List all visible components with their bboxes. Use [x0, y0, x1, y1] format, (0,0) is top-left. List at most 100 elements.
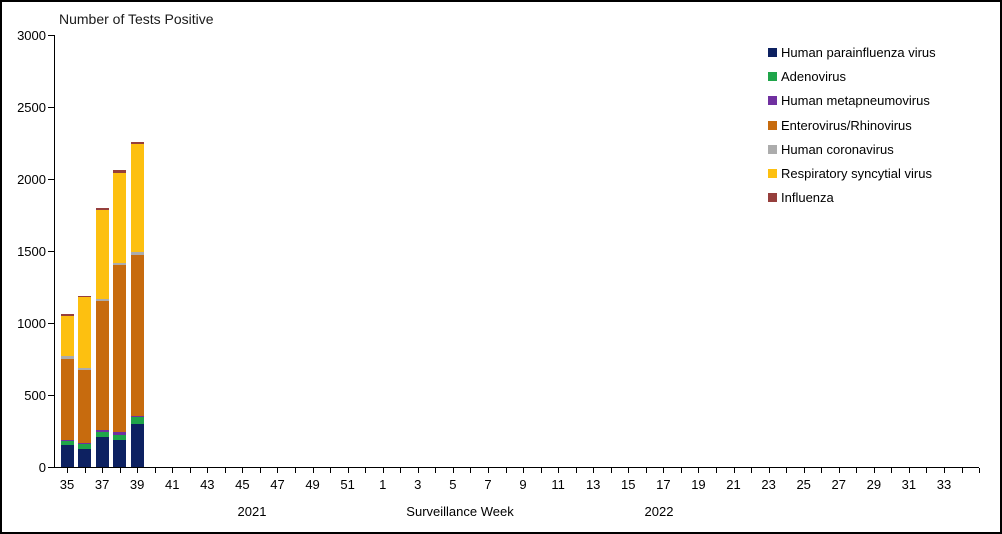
- legend-label: Influenza: [781, 190, 834, 206]
- bar-segment-influenza: [113, 170, 127, 173]
- legend-item: Enterovirus/Rhinovirus: [768, 113, 936, 137]
- x-axis-week-label: 51: [340, 477, 355, 492]
- y-axis-tick: [48, 107, 54, 108]
- x-axis-tick: [487, 468, 489, 473]
- x-axis-week-label: 45: [235, 477, 250, 492]
- bar-segment-human-metapneumovirus: [130, 415, 144, 418]
- x-axis-tick: [926, 468, 928, 473]
- x-axis-week-label: 35: [59, 477, 75, 492]
- y-axis-tick-label: 1500: [17, 244, 46, 259]
- bar-segment-human-coronavirus: [130, 252, 144, 256]
- x-axis-tick: [154, 468, 156, 473]
- x-axis-tick: [856, 468, 858, 473]
- x-axis-tick: [137, 468, 139, 473]
- bar-segment-human-coronavirus: [60, 356, 74, 359]
- bar-segment-adenovirus: [130, 417, 144, 424]
- legend-swatch-icon: [768, 96, 777, 106]
- bar-segment-respiratory-syncytial-virus: [113, 172, 127, 264]
- x-axis-tick: [891, 468, 893, 473]
- x-axis-week-label: 17: [656, 477, 671, 492]
- x-axis-tick: [645, 468, 647, 473]
- x-axis-week-label: 19: [691, 477, 706, 492]
- x-axis-tick: [786, 468, 788, 473]
- x-axis-tick: [768, 468, 770, 473]
- bar-segment-human-parainfluenza-virus: [60, 445, 74, 467]
- x-axis-tick: [505, 468, 507, 473]
- x-axis-tick: [751, 468, 753, 473]
- y-axis-tick: [48, 323, 54, 324]
- x-axis-week-label: 33: [936, 477, 952, 492]
- x-axis-tick: [979, 468, 981, 473]
- x-axis-tick: [330, 468, 332, 473]
- x-axis-tick: [470, 468, 472, 473]
- bar-segment-human-coronavirus: [113, 263, 127, 266]
- x-axis-tick: [523, 468, 525, 473]
- bar-segment-influenza: [95, 207, 109, 210]
- y-axis-tick: [48, 35, 54, 36]
- y-axis-tick: [48, 395, 54, 396]
- x-axis-week-label: 9: [519, 477, 527, 492]
- bar-segment-human-coronavirus: [78, 367, 92, 370]
- x-axis-week-label: 15: [621, 477, 636, 492]
- x-axis-tick: [821, 468, 823, 473]
- bar-segment-respiratory-syncytial-virus: [60, 315, 74, 357]
- legend-swatch-icon: [768, 47, 777, 57]
- x-axis-week-label: 7: [484, 477, 492, 492]
- legend-swatch-icon: [768, 169, 777, 179]
- legend-item: Respiratory syncytial virus: [768, 161, 936, 185]
- x-axis-tick: [435, 468, 437, 473]
- x-axis-tick: [400, 468, 402, 473]
- x-axis-tick: [944, 468, 945, 473]
- bar-segment-respiratory-syncytial-virus: [78, 297, 92, 368]
- bar-segment-adenovirus: [78, 443, 92, 449]
- bar-segment-human-parainfluenza-virus: [130, 423, 144, 467]
- y-axis-tick: [48, 467, 54, 468]
- y-axis-tick-label: 2500: [17, 100, 46, 115]
- x-axis-week-label: 5: [449, 477, 457, 492]
- legend-swatch-icon: [768, 144, 777, 154]
- y-axis-tick-label: 2000: [17, 172, 46, 187]
- x-axis-tick: [119, 468, 121, 473]
- x-axis-tick: [733, 468, 735, 473]
- x-axis-week-label: 39: [129, 477, 145, 492]
- bar-segment-human-metapneumovirus: [78, 442, 92, 444]
- y-axis-line: [54, 35, 55, 468]
- legend-label: Adenovirus: [781, 68, 847, 84]
- x-axis-tick: [84, 468, 86, 473]
- x-axis-tick: [347, 468, 349, 473]
- x-axis-title: Surveillance Week: [406, 504, 514, 519]
- y-axis-tick: [48, 251, 54, 252]
- x-axis-week-label: 21: [726, 477, 741, 492]
- legend-label: Human metapneumovirus: [781, 93, 930, 109]
- x-axis-tick: [259, 468, 261, 473]
- legend-item: Adenovirus: [768, 64, 936, 88]
- chart-title: Number of Tests Positive: [59, 11, 214, 27]
- x-axis-line: [54, 467, 980, 468]
- x-axis-tick: [873, 468, 875, 473]
- y-axis-tick-label: 500: [24, 388, 46, 403]
- x-axis-tick: [838, 468, 840, 473]
- year-label-left: 2021: [237, 504, 267, 519]
- x-axis-tick: [628, 468, 630, 473]
- legend-item: Human parainfluenza virus: [768, 40, 936, 64]
- x-axis-tick: [680, 468, 682, 473]
- x-axis-tick: [242, 468, 244, 473]
- x-axis-tick: [908, 468, 910, 473]
- bar-segment-enterovirus-rhinovirus: [113, 265, 127, 433]
- x-axis-tick: [365, 468, 367, 473]
- bar-segment-human-metapneumovirus: [60, 439, 74, 441]
- bar-segment-human-parainfluenza-virus: [113, 440, 127, 467]
- bar-segment-human-parainfluenza-virus: [78, 449, 92, 467]
- x-axis-week-label: 49: [305, 477, 320, 492]
- x-axis-tick: [417, 468, 419, 473]
- bar-segment-respiratory-syncytial-virus: [130, 143, 144, 253]
- x-axis-tick: [382, 468, 384, 473]
- x-axis-tick: [610, 468, 612, 473]
- x-axis-week-label: 1: [379, 477, 387, 492]
- x-axis-week-label: 11: [551, 477, 565, 492]
- legend-item: Human coronavirus: [768, 137, 936, 161]
- x-axis-week-label: 37: [94, 477, 110, 492]
- bar-segment-respiratory-syncytial-virus: [95, 209, 109, 300]
- legend-swatch-icon: [768, 193, 777, 203]
- x-axis-tick: [715, 468, 717, 473]
